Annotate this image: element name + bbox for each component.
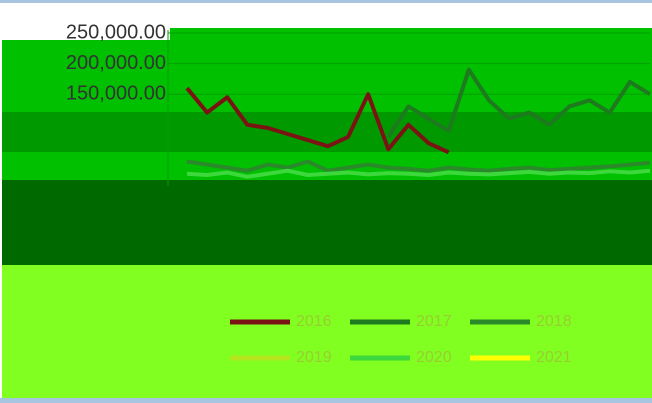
series-line xyxy=(186,168,651,179)
series-line xyxy=(185,86,450,155)
artifact-block xyxy=(2,265,652,398)
legend-label: 2019 xyxy=(296,349,332,366)
legend-label: 2018 xyxy=(536,313,572,330)
legend-label: 2017 xyxy=(416,313,452,330)
y-tick-label: 200,000.00 xyxy=(66,52,166,74)
legend-label: 2021 xyxy=(536,349,572,366)
y-tick-label: 150,000.00 xyxy=(66,82,166,104)
top-border xyxy=(0,0,652,3)
legend-label: 2020 xyxy=(416,349,452,366)
artifact-block xyxy=(170,28,652,40)
y-tick-label: 250,000.00 xyxy=(66,21,166,43)
legend-label: 2016 xyxy=(296,313,332,330)
series-line xyxy=(386,67,652,139)
artifact-block xyxy=(2,180,652,265)
bottom-border xyxy=(0,398,652,403)
series-line xyxy=(186,159,651,173)
